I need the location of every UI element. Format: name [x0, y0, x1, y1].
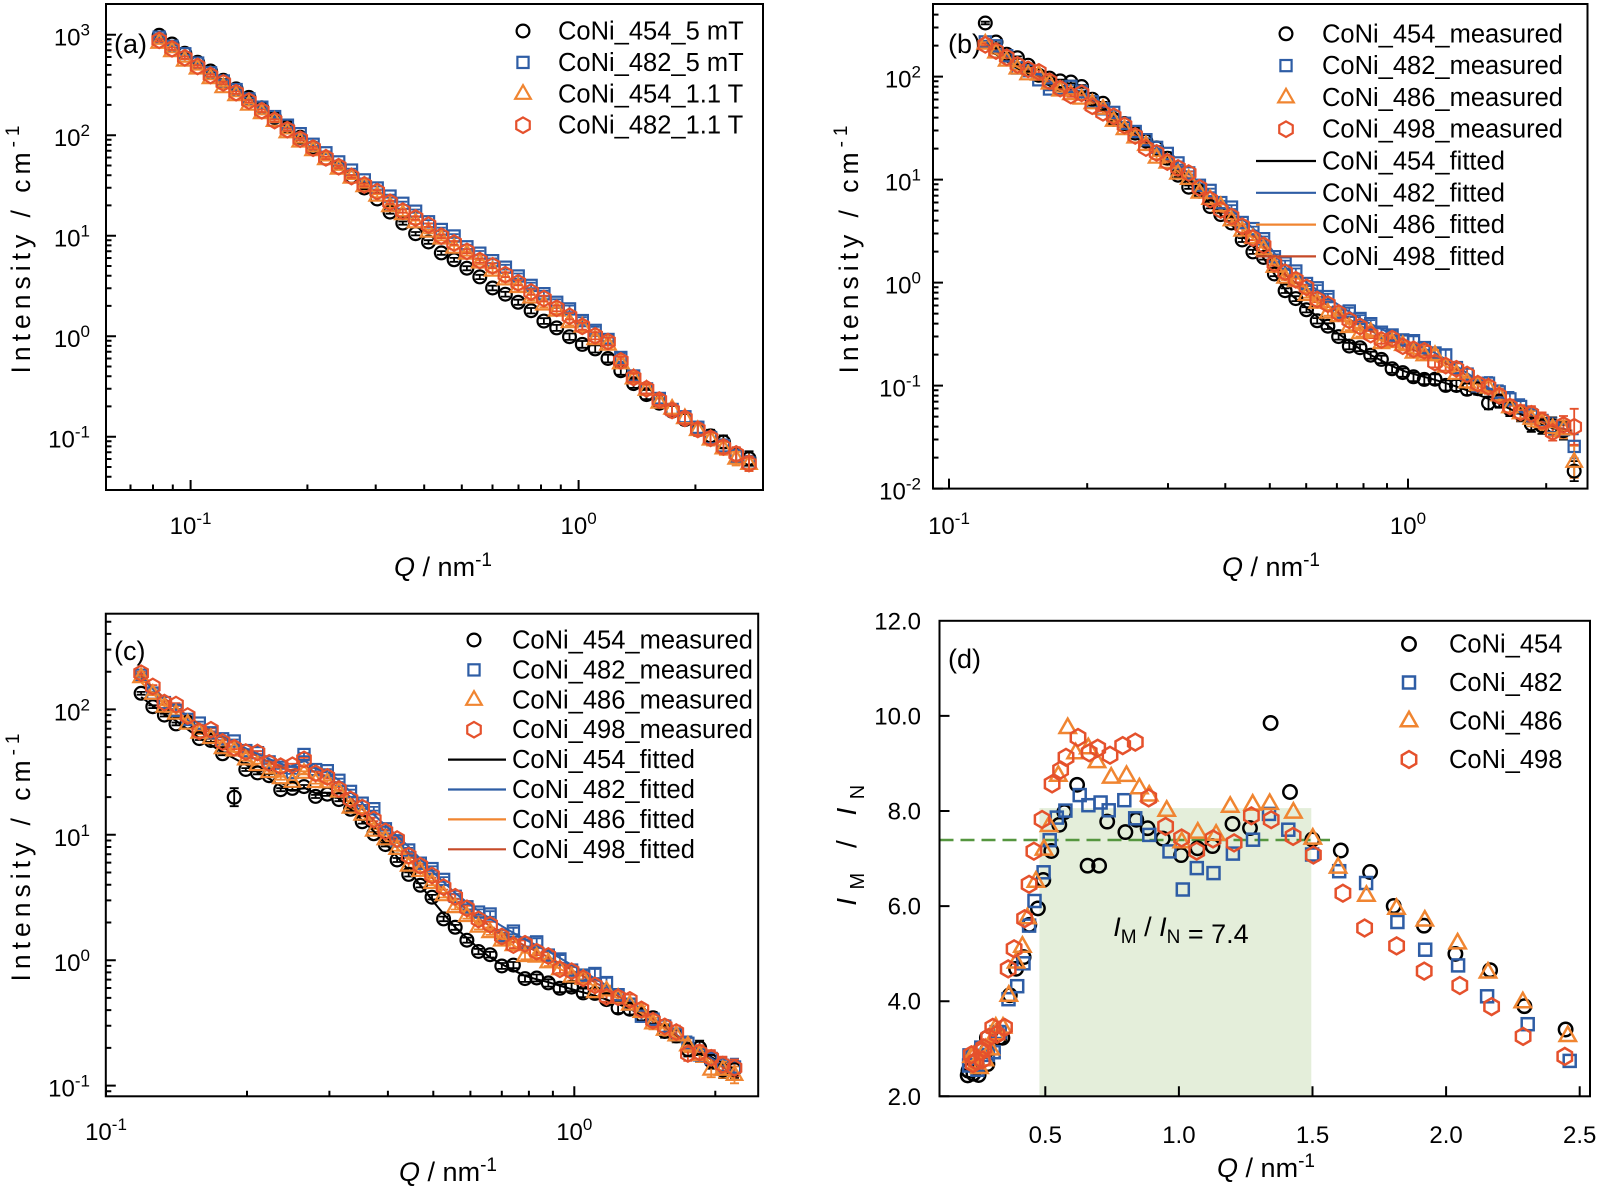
svg-text:CoNi_486_measured: CoNi_486_measured — [1322, 84, 1563, 112]
svg-text:CoNi_498_fitted: CoNi_498_fitted — [1322, 243, 1505, 271]
svg-text:6.0: 6.0 — [888, 894, 921, 921]
svg-text:CoNi_486_fitted: CoNi_486_fitted — [1322, 211, 1505, 239]
svg-text:CoNi_454_measured: CoNi_454_measured — [512, 627, 753, 655]
svg-text:2.0: 2.0 — [1429, 1122, 1462, 1149]
svg-text:10-1: 10-1 — [879, 372, 921, 403]
svg-text:CoNi_482: CoNi_482 — [1449, 669, 1562, 697]
svg-text:CoNi_498_fitted: CoNi_498_fitted — [512, 836, 695, 864]
svg-text:4.0: 4.0 — [888, 989, 921, 1016]
svg-text:Intensity / cm-1: Intensity / cm-1 — [3, 728, 36, 981]
svg-text:(c): (c) — [114, 636, 145, 666]
svg-text:CoNi_486_measured: CoNi_486_measured — [512, 686, 753, 714]
svg-text:CoNi_454_5 mT: CoNi_454_5 mT — [558, 18, 744, 46]
svg-text:CoNi_454_fitted: CoNi_454_fitted — [1322, 148, 1505, 176]
svg-text:1.5: 1.5 — [1296, 1122, 1329, 1149]
svg-text:CoNi_454_measured: CoNi_454_measured — [1322, 20, 1563, 48]
svg-text:10.0: 10.0 — [874, 703, 921, 730]
svg-text:8.0: 8.0 — [888, 799, 921, 826]
svg-text:CoNi_498_measured: CoNi_498_measured — [512, 716, 753, 744]
svg-text:CoNi_454_1.1 T: CoNi_454_1.1 T — [558, 80, 743, 108]
svg-text:Intensity / cm-1: Intensity / cm-1 — [3, 120, 36, 373]
svg-text:CoNi_482_fitted: CoNi_482_fitted — [512, 776, 695, 804]
svg-text:(d): (d) — [948, 644, 981, 674]
svg-text:CoNi_486: CoNi_486 — [1449, 708, 1562, 736]
svg-text:102: 102 — [885, 63, 921, 94]
svg-text:CoNi_482_5 mT: CoNi_482_5 mT — [558, 49, 744, 77]
svg-text:10-1: 10-1 — [170, 509, 212, 540]
svg-text:CoNi_454: CoNi_454 — [1449, 631, 1562, 659]
svg-text:(b): (b) — [948, 29, 981, 59]
svg-text:2.5: 2.5 — [1563, 1122, 1596, 1149]
svg-text:2.0: 2.0 — [888, 1084, 921, 1111]
svg-text:IM / IN: IM / IN — [831, 776, 869, 906]
svg-text:(a): (a) — [114, 29, 147, 59]
svg-text:CoNi_482_measured: CoNi_482_measured — [1322, 52, 1563, 80]
svg-text:12.0: 12.0 — [874, 608, 921, 635]
svg-text:CoNi_454_fitted: CoNi_454_fitted — [512, 746, 695, 774]
svg-text:1.0: 1.0 — [1162, 1122, 1195, 1149]
svg-text:CoNi_498: CoNi_498 — [1449, 746, 1562, 774]
svg-text:Intensity / cm-1: Intensity / cm-1 — [831, 120, 864, 373]
svg-text:CoNi_482_1.1 T: CoNi_482_1.1 T — [558, 112, 743, 140]
svg-text:IM / IN = 7.4: IM / IN = 7.4 — [1113, 912, 1248, 949]
svg-text:0.5: 0.5 — [1029, 1122, 1062, 1149]
svg-text:CoNi_482_measured: CoNi_482_measured — [512, 656, 753, 684]
svg-text:CoNi_498_measured: CoNi_498_measured — [1322, 116, 1563, 144]
svg-text:Q / nm-1: Q / nm-1 — [399, 1155, 497, 1187]
svg-text:102: 102 — [54, 695, 90, 726]
svg-text:100: 100 — [556, 1115, 592, 1146]
svg-text:CoNi_486_fitted: CoNi_486_fitted — [512, 806, 695, 834]
svg-text:CoNi_482_fitted: CoNi_482_fitted — [1322, 179, 1505, 207]
